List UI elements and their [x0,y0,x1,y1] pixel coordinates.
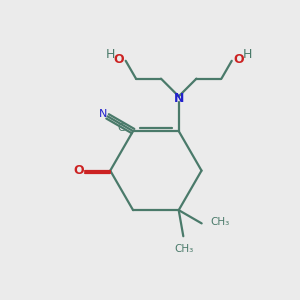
Text: N: N [99,109,107,119]
Text: O: O [113,53,124,66]
Text: CH₃: CH₃ [211,217,230,227]
Text: N: N [173,92,184,105]
Text: C: C [117,123,125,133]
Text: O: O [74,164,84,177]
Text: O: O [234,53,244,66]
Text: H: H [106,48,115,61]
Text: CH₃: CH₃ [174,244,194,254]
Text: H: H [242,48,252,61]
